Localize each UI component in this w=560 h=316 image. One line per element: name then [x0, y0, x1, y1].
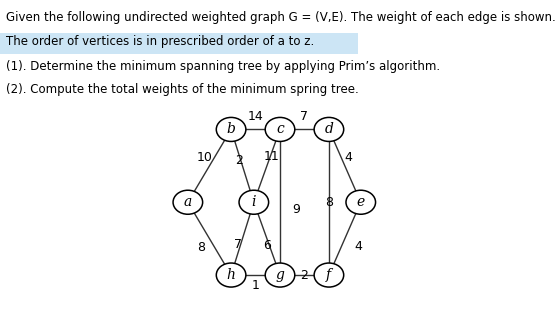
Text: g: g — [276, 268, 284, 282]
Text: 4: 4 — [354, 240, 362, 253]
Text: 4: 4 — [344, 151, 352, 164]
Text: 9: 9 — [292, 203, 300, 216]
Text: 8: 8 — [198, 241, 206, 254]
Text: The order of vertices is in prescribed order of a to z.: The order of vertices is in prescribed o… — [6, 35, 314, 48]
Ellipse shape — [216, 263, 246, 287]
Text: 6: 6 — [264, 239, 272, 252]
Text: f: f — [326, 268, 332, 282]
Ellipse shape — [314, 263, 344, 287]
Text: 2: 2 — [236, 154, 244, 167]
Text: Given the following undirected weighted graph G = (V,E). The weight of each edge: Given the following undirected weighted … — [6, 10, 556, 24]
Text: e: e — [357, 195, 365, 209]
Text: 7: 7 — [234, 238, 242, 251]
Text: a: a — [184, 195, 192, 209]
Text: (2). Compute the total weights of the minimum spring tree.: (2). Compute the total weights of the mi… — [6, 82, 358, 96]
Text: i: i — [251, 195, 256, 209]
Text: 8: 8 — [325, 196, 333, 209]
Text: 10: 10 — [197, 151, 213, 164]
FancyBboxPatch shape — [0, 33, 358, 54]
Ellipse shape — [265, 263, 295, 287]
Text: 2: 2 — [300, 269, 309, 282]
Text: (1). Determine the minimum spanning tree by applying Prim’s algorithm.: (1). Determine the minimum spanning tree… — [6, 60, 440, 73]
Text: b: b — [227, 122, 236, 137]
Ellipse shape — [216, 118, 246, 142]
Text: c: c — [276, 122, 284, 137]
Ellipse shape — [314, 118, 344, 142]
Text: 11: 11 — [263, 150, 279, 163]
Ellipse shape — [346, 190, 376, 214]
Text: 14: 14 — [248, 110, 263, 124]
Text: h: h — [227, 268, 236, 282]
Ellipse shape — [173, 190, 203, 214]
Text: 7: 7 — [300, 110, 309, 124]
Text: 1: 1 — [251, 279, 259, 292]
Ellipse shape — [265, 118, 295, 142]
Text: d: d — [324, 122, 333, 137]
Ellipse shape — [239, 190, 269, 214]
